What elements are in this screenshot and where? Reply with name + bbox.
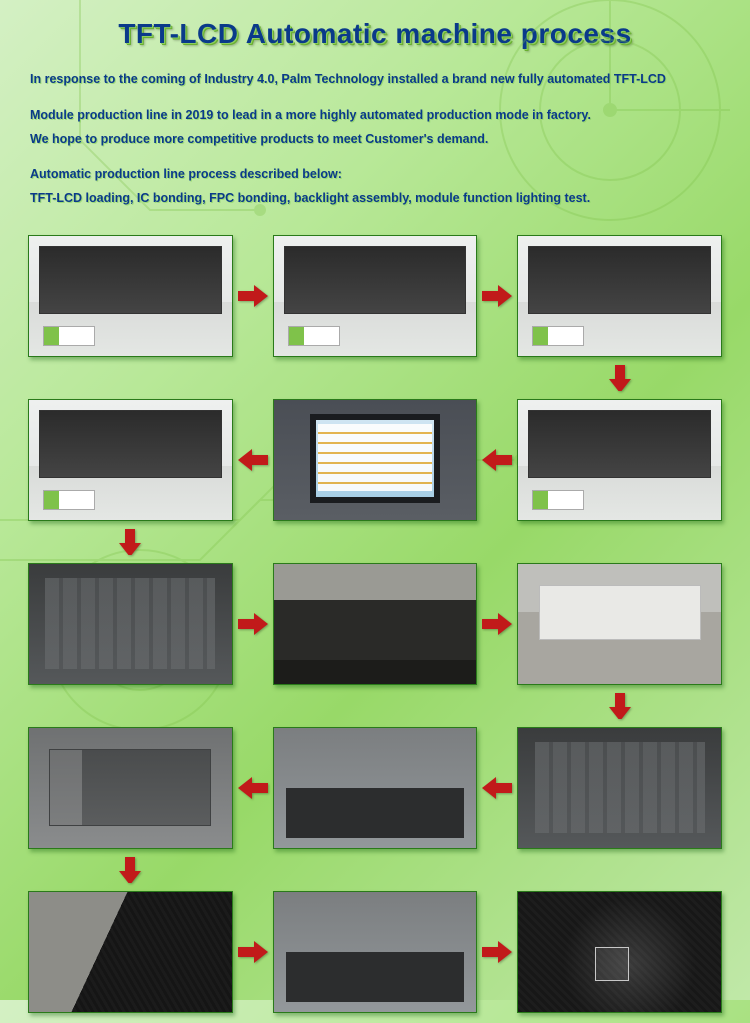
arrow-left-icon bbox=[233, 775, 273, 801]
process-step-image bbox=[28, 891, 233, 1013]
spacer bbox=[273, 527, 478, 557]
intro-line-2: Module production line in 2019 to lead i… bbox=[30, 104, 720, 152]
intro-line-3: Automatic production line process descri… bbox=[30, 163, 720, 211]
process-step-image bbox=[28, 727, 233, 849]
spacer bbox=[477, 691, 517, 721]
process-step-image bbox=[28, 563, 233, 685]
arrow-right-icon bbox=[233, 283, 273, 309]
process-step-image bbox=[517, 563, 722, 685]
intro-text: In response to the coming of Industry 4.… bbox=[0, 60, 750, 229]
process-step-image bbox=[28, 235, 233, 357]
spacer bbox=[233, 527, 273, 557]
spacer bbox=[273, 691, 478, 721]
process-step-image bbox=[517, 891, 722, 1013]
arrow-down-icon bbox=[28, 527, 233, 557]
spacer bbox=[28, 691, 233, 721]
arrow-right-icon bbox=[477, 611, 517, 637]
process-step-image bbox=[273, 235, 478, 357]
process-step-image bbox=[517, 727, 722, 849]
arrow-down-icon bbox=[517, 691, 722, 721]
process-step-image bbox=[517, 235, 722, 357]
spacer bbox=[233, 363, 273, 393]
process-step-image bbox=[28, 399, 233, 521]
intro-line-1: In response to the coming of Industry 4.… bbox=[30, 68, 720, 92]
spacer bbox=[477, 363, 517, 393]
process-step-image bbox=[273, 563, 478, 685]
page-title: TFT-LCD Automatic machine process bbox=[0, 0, 750, 60]
arrow-left-icon bbox=[233, 447, 273, 473]
process-step-image bbox=[273, 727, 478, 849]
spacer bbox=[477, 855, 517, 885]
process-step-image bbox=[273, 891, 478, 1013]
arrow-right-icon bbox=[233, 611, 273, 637]
arrow-left-icon bbox=[477, 447, 517, 473]
spacer bbox=[273, 855, 478, 885]
spacer bbox=[517, 527, 722, 557]
spacer bbox=[517, 855, 722, 885]
spacer bbox=[28, 363, 233, 393]
spacer bbox=[477, 527, 517, 557]
arrow-right-icon bbox=[477, 283, 517, 309]
spacer bbox=[233, 691, 273, 721]
arrow-right-icon bbox=[477, 939, 517, 965]
process-step-image bbox=[273, 399, 478, 521]
spacer bbox=[233, 855, 273, 885]
process-step-image bbox=[517, 399, 722, 521]
arrow-right-icon bbox=[233, 939, 273, 965]
spacer bbox=[273, 363, 478, 393]
arrow-down-icon bbox=[517, 363, 722, 393]
arrow-left-icon bbox=[477, 775, 517, 801]
arrow-down-icon bbox=[28, 855, 233, 885]
process-flow-grid bbox=[0, 229, 750, 1023]
